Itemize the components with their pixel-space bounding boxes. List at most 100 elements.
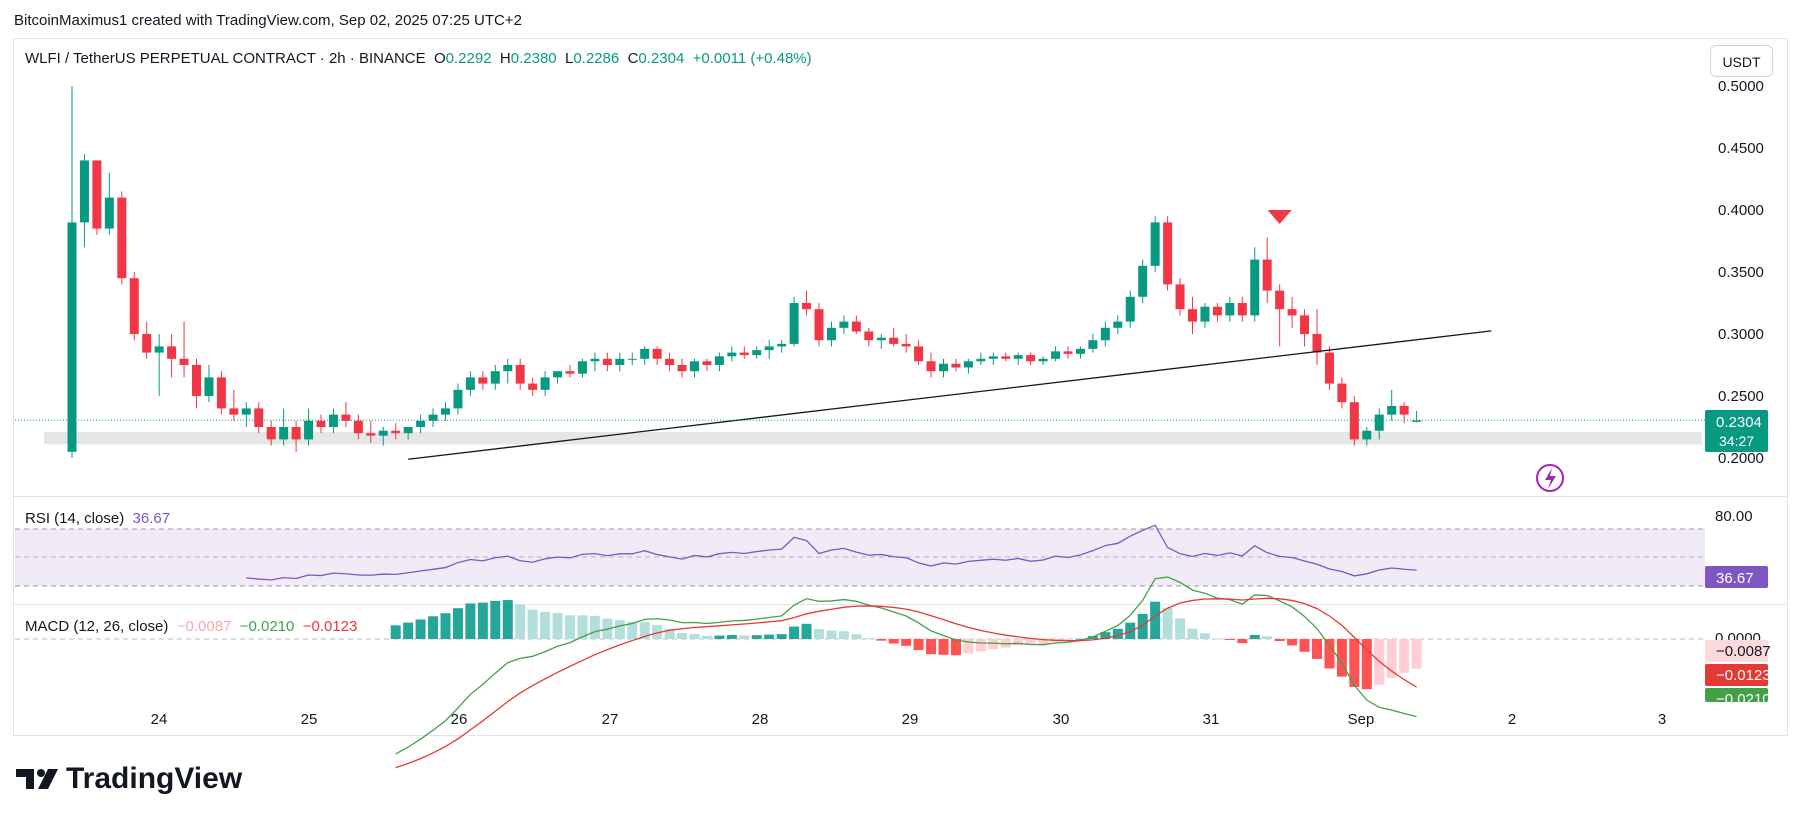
candle-body	[876, 337, 886, 341]
candle-body	[441, 408, 450, 415]
price-axis[interactable]: 0.2000 0.2500 0.3000 0.3500 0.4000 0.4500 0.50…	[1718, 78, 1764, 467]
macd-hist-bar	[614, 620, 625, 639]
macd-hist-bar	[527, 609, 538, 639]
candle-body	[1250, 259, 1260, 316]
macd-hist-bar	[428, 616, 439, 639]
macd-hist-bar	[739, 635, 750, 639]
candle-body	[316, 420, 326, 427]
macd-hist-bar	[390, 625, 401, 639]
rsi-legend[interactable]: RSI (14, close) 36.67	[25, 510, 170, 527]
macd-hist-bar	[1137, 613, 1148, 639]
macd-hist-bar	[764, 634, 775, 639]
macd-hist-bar	[950, 639, 961, 656]
candle-body	[1324, 352, 1334, 384]
macd-hist-bar	[452, 608, 463, 639]
rsi-badge: 36.67	[1705, 566, 1768, 588]
candle-body	[192, 365, 201, 396]
candle-body	[104, 197, 114, 229]
macd-hist-bar	[801, 623, 812, 639]
macd-hist-bar	[1199, 633, 1210, 639]
candle-body	[304, 420, 314, 440]
macd-hist-bar	[701, 635, 712, 639]
macd-hist-bar	[789, 626, 800, 639]
candle-body	[789, 303, 799, 344]
macd-hist-bar	[1324, 639, 1335, 669]
time-tick-label: 24	[151, 711, 168, 728]
macd-label: MACD (12, 26, close)	[25, 618, 169, 635]
candle-body	[764, 346, 774, 351]
candle-body	[1001, 356, 1011, 359]
candle-body	[154, 346, 164, 353]
candle-body	[229, 408, 239, 415]
candle-body	[179, 358, 189, 365]
macd-hist-bar	[926, 639, 937, 655]
candle-body	[1374, 414, 1384, 431]
candle-body	[79, 160, 89, 223]
candle-body	[67, 222, 77, 452]
price-tick-label: 0.2000	[1718, 450, 1764, 467]
candle-body	[142, 334, 152, 353]
time-tick-label: 28	[752, 711, 769, 728]
candle-body	[814, 309, 824, 341]
macd-hist-bar	[1386, 639, 1397, 678]
tradingview-logo[interactable]: TradingView	[14, 762, 242, 796]
macd-hist-bar	[776, 634, 787, 639]
candle-body	[1275, 290, 1285, 310]
candle-body	[1287, 309, 1297, 316]
lightning-icon[interactable]	[1536, 464, 1564, 492]
candle-body	[627, 358, 637, 360]
macd-hist-bar	[1150, 601, 1161, 639]
candle-body	[490, 371, 500, 384]
macd-hist-bar	[1399, 639, 1410, 673]
symbol-name[interactable]: WLFI / TetherUS PERPETUAL CONTRACT · 2h …	[25, 50, 426, 67]
rsi-badge-text: 36.67	[1716, 570, 1754, 587]
price-tick-label: 0.3000	[1718, 326, 1764, 343]
macd-hist-bar	[1063, 639, 1073, 641]
close-label: C	[627, 50, 639, 67]
macd-hist-bar	[851, 634, 862, 639]
rsi-level-label: 80.00	[1715, 508, 1753, 525]
macd-hist-bar	[1262, 636, 1273, 639]
macd-hist-bar	[1411, 639, 1422, 669]
candle-body	[1075, 348, 1085, 354]
candle-body	[839, 321, 849, 328]
time-tick-label: Sep	[1348, 711, 1375, 728]
candle-body	[1237, 303, 1247, 316]
currency-button[interactable]: USDT	[1710, 45, 1773, 77]
candle-body	[1088, 340, 1098, 349]
macd-hist-bar	[714, 635, 725, 639]
candle-body	[901, 343, 911, 347]
candle-body	[802, 303, 812, 310]
candle-body	[615, 358, 625, 365]
candle-body	[353, 420, 363, 434]
candle-body	[478, 377, 488, 384]
candle-body	[279, 427, 289, 440]
trendline[interactable]	[408, 330, 1492, 460]
macd-hist-badge-text: −0.0087	[1716, 643, 1771, 660]
candle-body	[540, 377, 550, 390]
candle-body	[640, 348, 650, 359]
tradingview-logo-icon	[16, 769, 58, 789]
macd-hist-value: −0.0087	[176, 618, 232, 635]
macd-badges: −0.0087 −0.0123 −0.0210	[1705, 640, 1771, 702]
macd-legend[interactable]: MACD (12, 26, close) −0.0087 −0.0210 −0.…	[25, 618, 357, 635]
macd-hist-bar	[502, 600, 513, 639]
high-label: H	[499, 50, 511, 67]
candle-body	[1262, 259, 1272, 291]
candle-body	[465, 377, 475, 390]
change-value: +0.0011 (+0.48%)	[692, 50, 812, 67]
macd-hist-bar	[490, 600, 501, 639]
candle-body	[1362, 430, 1372, 440]
candle-body	[677, 365, 687, 372]
macd-hist-bar	[689, 634, 700, 639]
macd-hist-bar	[577, 615, 588, 639]
macd-hist-bar	[664, 628, 675, 639]
macd-hist-bar	[876, 639, 887, 641]
macd-hist-bar	[1013, 639, 1024, 646]
candle-body	[752, 350, 762, 356]
time-axis[interactable]: 24 25 26 27 28 29 30 31 Sep 2 3	[151, 711, 1667, 728]
candle-body	[216, 377, 226, 409]
candle-body	[266, 427, 276, 440]
candle-body	[577, 361, 587, 374]
